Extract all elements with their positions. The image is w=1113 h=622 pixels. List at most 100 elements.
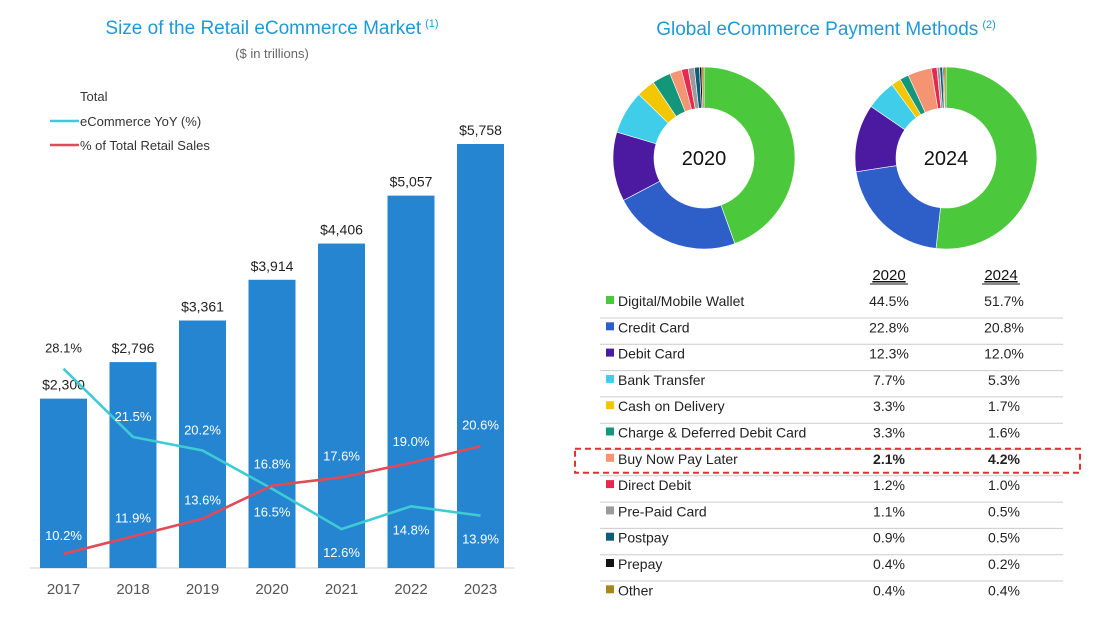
bar-value-label: $5,057 (390, 174, 433, 190)
retail-share-value-label: 16.8% (254, 457, 291, 472)
retail-share-value-label: 19.0% (393, 434, 430, 449)
row-value-2020: 3.3% (873, 425, 905, 441)
lines-group: 28.1% 21.5% 20.2% 16.5% 12.6% 14.8% 13.9% 10.2%… (45, 341, 499, 560)
retail-share-value-label: 13.6% (184, 493, 221, 508)
bar-value-label: $2,796 (112, 340, 155, 356)
row-value-2020: 2.1% (873, 451, 905, 467)
legend-swatch (606, 348, 614, 357)
row-label: Digital/Mobile Wallet (618, 293, 744, 309)
chart-title: Size of the Retail eCommerce Market (1) (105, 18, 438, 39)
payment-title: Global eCommerce Payment Methods (2) (656, 19, 996, 40)
row-value-2020: 3.3% (873, 398, 905, 414)
row-value-2024: 1.0% (988, 477, 1020, 493)
row-label: Debit Card (618, 346, 685, 362)
legend-total: Total (80, 89, 108, 104)
donut-slice (701, 66, 705, 109)
legend-retail-share: % of Total Retail Sales (80, 138, 210, 153)
legend-swatch (606, 427, 614, 436)
legend: Total eCommerce YoY (%) % of Total Retail … (50, 89, 210, 153)
row-value-2024: 1.7% (988, 398, 1020, 414)
row-label: Direct Debit (618, 477, 691, 493)
row-value-2024: 0.5% (988, 530, 1020, 546)
row-value-2024: 20.8% (984, 319, 1024, 335)
row-value-2024: 5.3% (988, 372, 1020, 388)
legend-swatch (606, 506, 614, 515)
x-tick-label: 2021 (325, 581, 358, 598)
bar-2023 (457, 144, 504, 568)
column-header-2024: 2024 (984, 267, 1017, 284)
bar-value-label: $5,758 (459, 122, 502, 138)
row-value-2020: 0.4% (873, 556, 905, 572)
bar-2017 (40, 398, 87, 568)
x-tick-label: 2018 (116, 581, 149, 598)
row-value-2020: 1.1% (873, 503, 905, 519)
bar-value-label: $3,361 (181, 299, 224, 315)
bar-2020 (248, 279, 296, 568)
retail-share-value-label: 17.6% (323, 448, 360, 463)
donut-slice (699, 66, 704, 109)
bar-value-label: $3,914 (251, 258, 294, 274)
donut-slice (935, 66, 1038, 250)
row-value-2024: 4.2% (988, 451, 1020, 467)
row-value-2024: 0.2% (988, 556, 1020, 572)
donut-slice (681, 68, 696, 110)
donut-center-label: 2024 (924, 148, 969, 170)
row-label: Postpay (618, 530, 669, 546)
donut-slice (616, 94, 669, 145)
donut-slice (687, 67, 699, 110)
donut-slice (855, 165, 941, 249)
x-tick-label: 2023 (464, 581, 497, 598)
row-value-2020: 44.5% (869, 293, 909, 309)
row-value-2020: 7.7% (873, 372, 905, 388)
row-label: Buy Now Pay Later (618, 451, 738, 467)
row-value-2024: 0.5% (988, 503, 1020, 519)
donut-center-label: 2020 (682, 148, 727, 170)
row-label: Prepay (618, 556, 662, 572)
x-tick-label: 2019 (186, 581, 219, 598)
bars-group: $2,300$2,796$3,361$3,914$4,406$5,057$5,7… (40, 122, 504, 568)
legend-swatch (606, 480, 614, 489)
legend-swatch (606, 401, 614, 410)
donut-slice (907, 67, 939, 113)
legend-swatch (606, 322, 614, 331)
bar-value-label: $4,406 (320, 222, 363, 238)
row-value-2020: 12.3% (869, 346, 909, 362)
ecommerce-market-chart: Size of the Retail eCommerce Market (1) (… (30, 18, 515, 598)
donut-slice (943, 66, 947, 109)
donut-slice (936, 66, 943, 109)
row-value-2020: 0.4% (873, 582, 905, 598)
legend-swatch (606, 296, 614, 304)
yoy-value-label: 21.5% (115, 409, 152, 424)
legend-swatch (606, 453, 614, 462)
donuts-group: 2020 2024 (612, 66, 1038, 250)
donut-slice (930, 67, 942, 110)
row-value-2024: 51.7% (984, 293, 1024, 309)
donut-slice (939, 66, 945, 109)
donut-slice (612, 131, 661, 201)
donut-slice (942, 66, 946, 109)
donut-slice (638, 81, 677, 124)
highlight-box (574, 447, 1081, 474)
payment-table: 2020 2024 Digital/Mobile Wallet 44.5% 51.7% C… (574, 267, 1081, 598)
donut-slice (652, 73, 686, 117)
donut-slice (891, 78, 922, 119)
retail-share-value-label: 11.9% (115, 510, 151, 525)
row-value-2024: 12.0% (984, 346, 1024, 362)
row-value-2020: 1.2% (873, 477, 905, 493)
donut-slice (854, 106, 906, 173)
row-label: Credit Card (618, 319, 690, 335)
donut-slice (870, 84, 917, 131)
legend-swatch (606, 585, 614, 594)
legend-swatch (606, 559, 614, 567)
retail-share-value-label: 10.2% (45, 528, 82, 543)
donut-slice (693, 66, 702, 109)
retail-share-line (63, 445, 481, 556)
yoy-value-label: 28.1% (45, 341, 82, 356)
x-tick-label: 2017 (47, 581, 80, 598)
yoy-line (62, 367, 481, 531)
row-label: Charge & Deferred Debit Card (618, 425, 806, 441)
column-header-2020: 2020 (872, 267, 905, 284)
legend-swatch (606, 532, 614, 541)
bar-2019 (179, 320, 226, 568)
yoy-value-label: 12.6% (323, 545, 360, 560)
